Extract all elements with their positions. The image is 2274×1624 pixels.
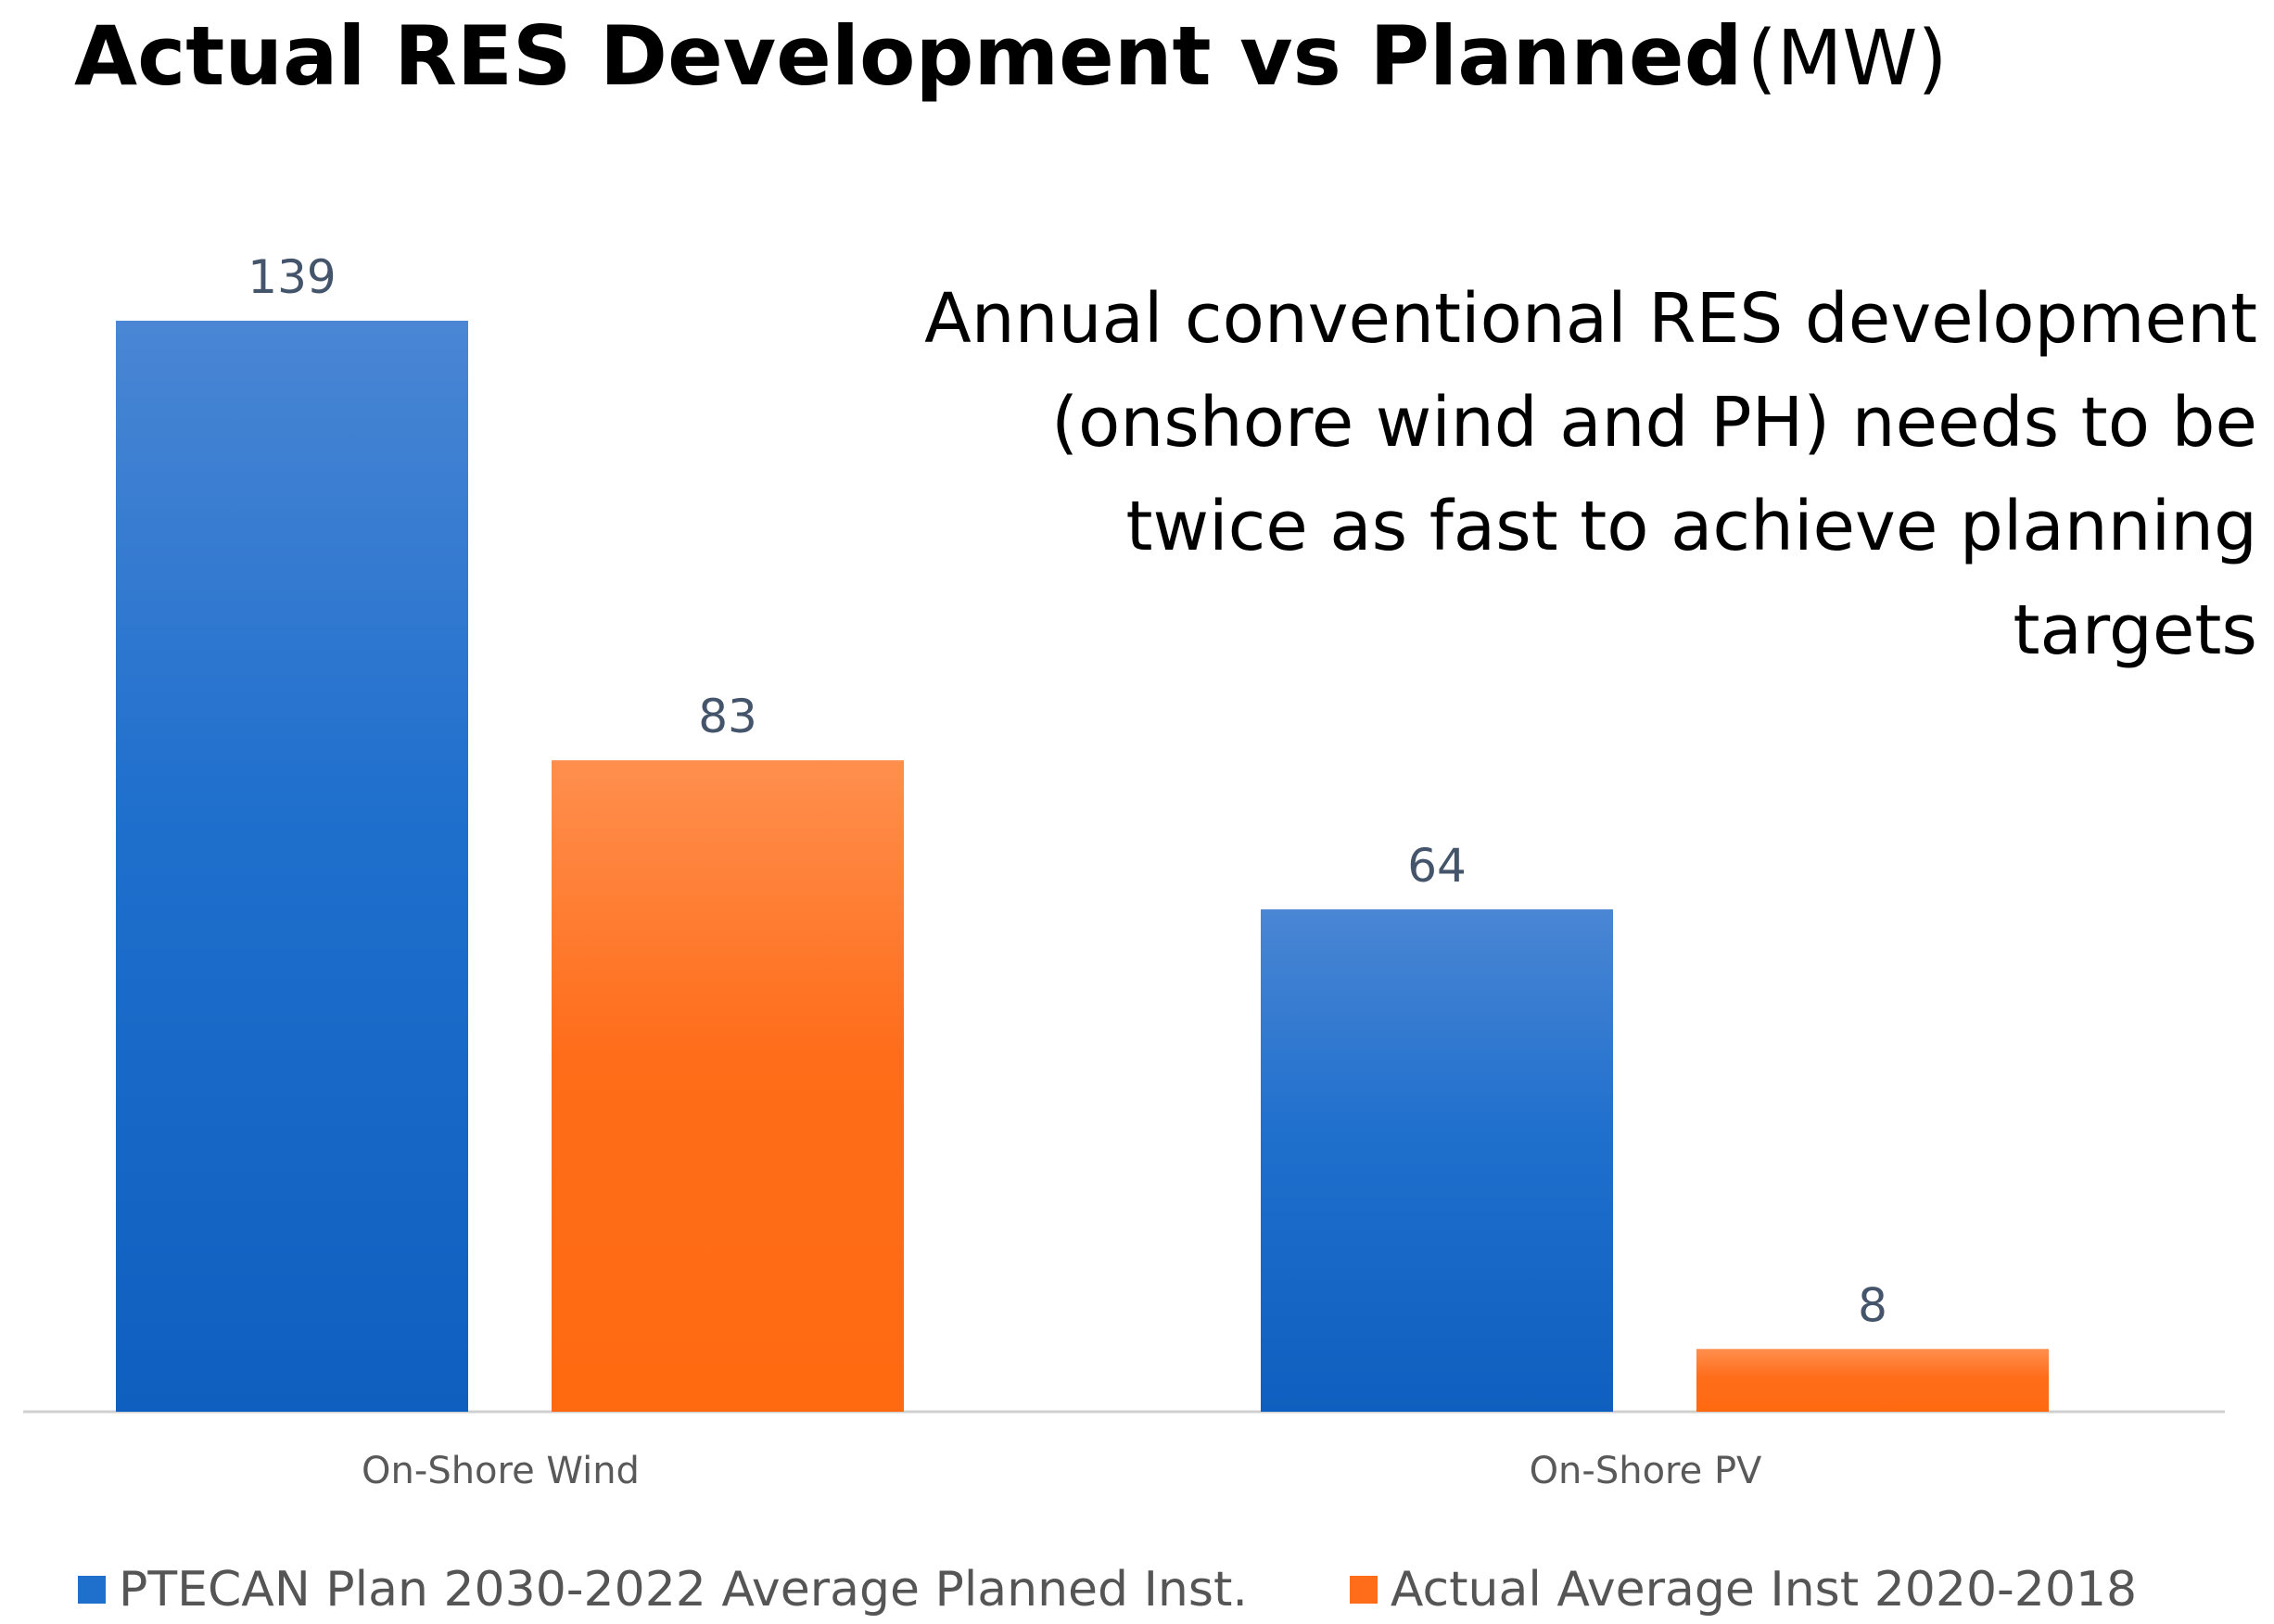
- bar-actual-1: [1696, 1349, 2049, 1412]
- legend-swatch-actual: [1349, 1576, 1378, 1604]
- annotation-line: twice as fast to achieve planning: [1125, 487, 2257, 566]
- data-label-actual-1: 8: [1858, 1278, 1887, 1332]
- data-label-plan-1: 64: [1407, 839, 1467, 893]
- chart-title: Actual RES Development vs Planned (MW): [74, 7, 1947, 106]
- bar-plan-1: [1261, 909, 1613, 1412]
- bar-actual-0: [552, 760, 904, 1412]
- chart-title-unit: (MW): [1747, 15, 1948, 103]
- legend-item-actual: Actual Average Inst 2020-2018: [1349, 1562, 2138, 1618]
- bar-chart: 139 83 On-Shore Wind 64 8 On-Shore PV: [23, 250, 2225, 1492]
- category-label-0: On-Shore Wind: [362, 1450, 640, 1492]
- legend-label-plan: PTECAN Plan 2030-2022 Average Planned In…: [119, 1562, 1248, 1618]
- chart-title-main: Actual RES Development vs Planned: [74, 8, 1743, 104]
- data-label-actual-0: 83: [698, 690, 757, 743]
- legend: PTECAN Plan 2030-2022 Average Planned In…: [78, 1557, 2137, 1622]
- annotation-line: Annual conventional RES development: [924, 279, 2257, 359]
- legend-swatch-plan: [78, 1576, 106, 1604]
- category-label-1: On-Shore PV: [1530, 1450, 1762, 1492]
- data-label-plan-0: 139: [248, 250, 336, 304]
- legend-label-actual: Actual Average Inst 2020-2018: [1390, 1562, 2138, 1618]
- annotation-line: (onshore wind and PH) needs to be: [1051, 383, 2257, 463]
- annotation-line: targets: [2013, 590, 2257, 670]
- legend-item-plan: PTECAN Plan 2030-2022 Average Planned In…: [78, 1562, 1248, 1618]
- annotation-text: Annual conventional RES development (ons…: [867, 267, 2257, 682]
- bar-plan-0: [116, 321, 468, 1412]
